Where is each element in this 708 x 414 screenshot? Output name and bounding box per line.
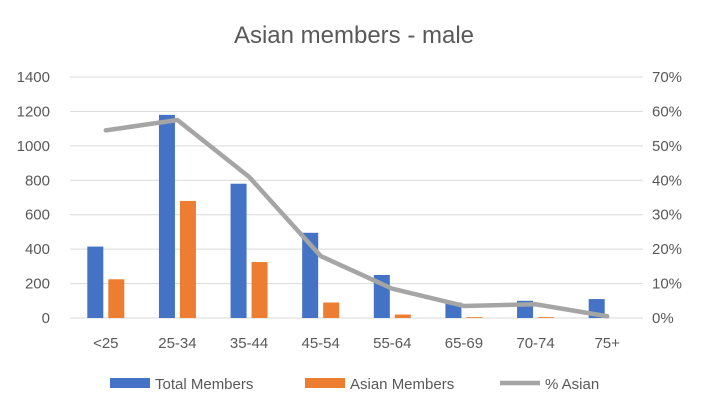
left-tick-label: 1200 <box>17 103 50 120</box>
left-tick-label: 600 <box>25 207 50 224</box>
right-tick-label: 0% <box>652 310 674 327</box>
asian-members-bar <box>538 317 555 318</box>
x-tick-label: 55-64 <box>373 335 411 352</box>
x-tick-label: 45-54 <box>302 335 340 352</box>
left-tick-label: 400 <box>25 241 50 258</box>
x-tick-label: 65-69 <box>445 335 483 352</box>
x-tick-label: 25-34 <box>158 335 196 352</box>
right-tick-label: 60% <box>652 103 682 120</box>
legend-total-members-swatch <box>110 378 150 388</box>
left-tick-label: 1000 <box>17 138 50 155</box>
x-tick-label: 35-44 <box>230 335 268 352</box>
total-members-bar <box>230 183 247 318</box>
left-axis-ticks: 0 200 400 600 800 1000 1200 1400 <box>17 69 50 327</box>
right-axis-ticks: 0% 10% 20% 30% 40% 50% 60% 70% <box>652 69 682 327</box>
chart-title: Asian members - male <box>234 22 474 49</box>
x-tick-label: 70-74 <box>516 335 554 352</box>
left-tick-label: 800 <box>25 172 50 189</box>
total-members-bar <box>302 232 319 318</box>
line-series <box>103 117 610 319</box>
right-tick-label: 20% <box>652 241 682 258</box>
right-tick-label: 30% <box>652 207 682 224</box>
x-tick-label: <25 <box>93 335 118 352</box>
right-tick-label: 70% <box>652 69 682 86</box>
legend: Total Members Asian Members % Asian <box>110 376 599 393</box>
asian-members-bar <box>323 302 340 318</box>
total-members-bar <box>158 114 175 318</box>
asian-members-bar <box>394 314 411 318</box>
x-axis-ticks: <25 25-34 35-44 45-54 55-64 65-69 70-74 75+ <box>93 335 620 352</box>
legend-percent-asian-label: % Asian <box>545 376 599 393</box>
asian-members-bar <box>179 200 196 318</box>
left-tick-label: 1400 <box>17 69 50 86</box>
left-tick-label: 0 <box>42 310 50 327</box>
legend-asian-members-label: Asian Members <box>350 376 454 393</box>
total-members-bar <box>87 246 104 318</box>
asian-members-bar <box>466 317 483 318</box>
left-tick-label: 200 <box>25 276 50 293</box>
right-tick-label: 40% <box>652 172 682 189</box>
legend-total-members-label: Total Members <box>155 376 253 393</box>
percent-asian-line <box>103 117 610 319</box>
x-tick-label: 75+ <box>594 335 620 352</box>
gridlines <box>70 76 643 319</box>
asian-members-bar <box>251 262 268 318</box>
right-tick-label: 10% <box>652 276 682 293</box>
bar-series <box>87 114 605 318</box>
asian-members-bar <box>108 279 125 318</box>
right-tick-label: 50% <box>652 138 682 155</box>
legend-asian-members-swatch <box>305 378 345 388</box>
